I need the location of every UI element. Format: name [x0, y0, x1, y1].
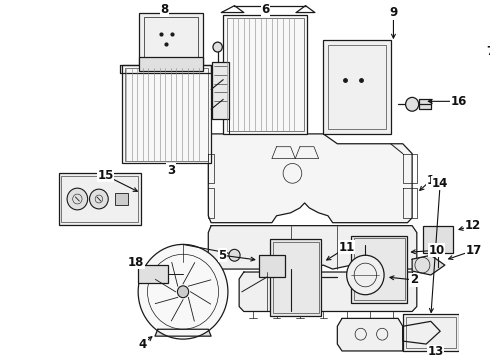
Bar: [139, 13, 203, 70]
Text: 14: 14: [432, 177, 448, 190]
Text: 8: 8: [160, 3, 169, 16]
Bar: [122, 65, 211, 163]
Text: 3: 3: [167, 164, 175, 177]
Bar: [227, 18, 304, 131]
Circle shape: [138, 244, 228, 339]
Bar: [125, 68, 208, 161]
Circle shape: [67, 188, 88, 210]
Text: 1: 1: [427, 174, 435, 187]
Bar: [139, 57, 203, 71]
Bar: [144, 18, 198, 65]
Bar: [223, 15, 307, 134]
Text: 16: 16: [451, 95, 467, 108]
Text: 9: 9: [390, 6, 397, 19]
Text: 5: 5: [218, 249, 226, 262]
Text: 4: 4: [139, 338, 147, 351]
Polygon shape: [239, 272, 417, 311]
Circle shape: [213, 42, 222, 52]
Bar: [138, 265, 168, 283]
Text: 13: 13: [427, 346, 443, 359]
Text: 15: 15: [97, 169, 114, 182]
Polygon shape: [337, 318, 403, 351]
Text: 7: 7: [487, 45, 490, 58]
Polygon shape: [208, 134, 412, 223]
Circle shape: [347, 255, 384, 295]
Bar: [354, 238, 405, 300]
Text: 10: 10: [428, 244, 444, 257]
Bar: [115, 193, 128, 205]
Bar: [323, 40, 391, 134]
Circle shape: [90, 189, 108, 209]
Bar: [270, 239, 321, 316]
Polygon shape: [418, 99, 431, 109]
Text: 6: 6: [261, 3, 270, 16]
Bar: [61, 176, 138, 222]
Bar: [423, 226, 453, 253]
Bar: [212, 62, 229, 119]
Polygon shape: [412, 255, 445, 275]
Text: 17: 17: [466, 244, 482, 257]
Circle shape: [229, 249, 240, 261]
Bar: [59, 174, 141, 225]
Polygon shape: [121, 65, 211, 73]
Text: 18: 18: [128, 256, 145, 269]
Text: 12: 12: [465, 219, 481, 232]
Circle shape: [177, 286, 189, 298]
Bar: [328, 45, 386, 129]
Text: 2: 2: [410, 273, 418, 287]
Polygon shape: [155, 329, 211, 336]
Bar: [273, 242, 318, 314]
Polygon shape: [208, 226, 417, 269]
Bar: [406, 318, 456, 348]
Polygon shape: [403, 314, 459, 351]
Bar: [351, 235, 408, 303]
Text: 11: 11: [339, 241, 355, 254]
Bar: [259, 255, 285, 277]
Circle shape: [406, 98, 418, 111]
